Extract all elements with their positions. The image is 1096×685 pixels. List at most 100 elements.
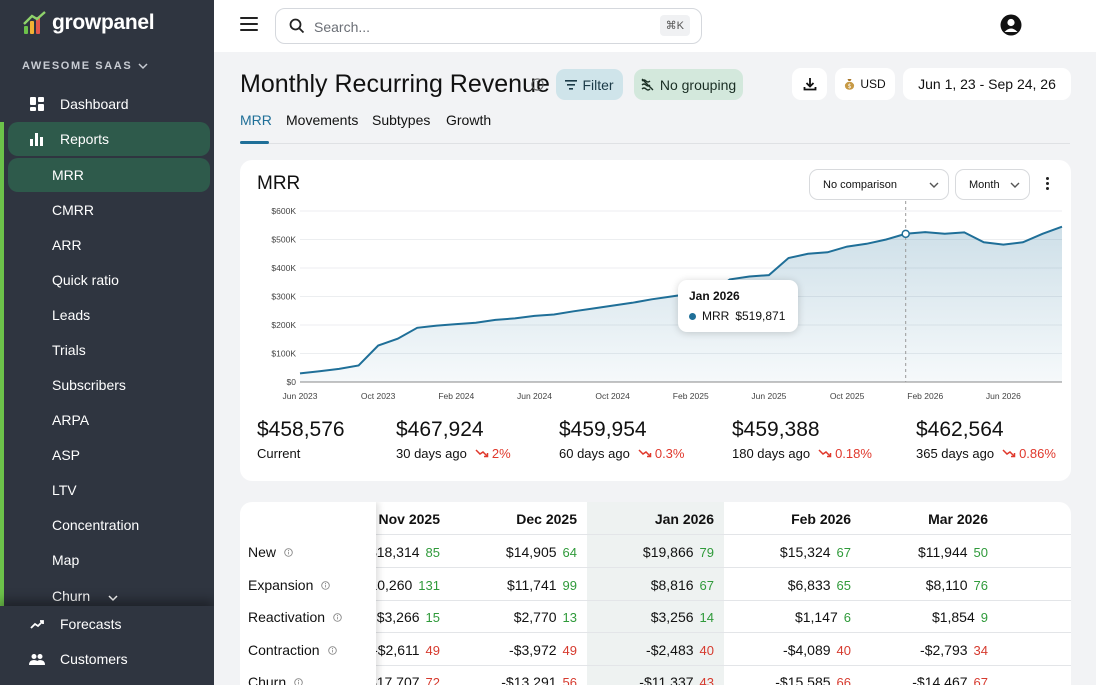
table-cell[interactable]: -$3,972 49 <box>509 642 577 658</box>
reports-section-indicator <box>0 122 4 607</box>
filter-button[interactable]: Filter <box>556 69 623 100</box>
column-header[interactable]: Mar 2026 <box>928 511 988 527</box>
sidebar-item-map[interactable]: Map <box>8 543 210 577</box>
sidebar-item-customers[interactable]: Customers <box>8 642 210 676</box>
bar-chart-icon <box>28 130 46 148</box>
more-options-icon[interactable] <box>1041 177 1053 193</box>
table-cell[interactable]: $2,770 13 <box>514 609 577 625</box>
search-input[interactable] <box>314 16 644 38</box>
grouping-button[interactable]: No grouping <box>634 69 743 100</box>
stat-value: $458,576 <box>257 418 345 441</box>
table-cell[interactable]: -$13,291 56 <box>501 674 577 685</box>
download-button[interactable] <box>792 68 827 100</box>
sidebar-item-asp[interactable]: ASP <box>8 438 210 472</box>
chevron-down-icon <box>108 595 118 602</box>
column-header[interactable]: Jan 2026 <box>654 511 714 527</box>
stat-label: 60 days ago <box>559 446 630 461</box>
brand-logo[interactable]: growpanel <box>22 10 155 36</box>
table-cell[interactable]: -$14,467 67 <box>912 674 988 685</box>
table-cell[interactable]: -$2,611 49 <box>373 642 440 658</box>
table-cell[interactable]: -$2,483 40 <box>646 642 714 658</box>
chart-title: MRR <box>257 173 301 194</box>
info-icon[interactable] <box>333 612 342 622</box>
row-label-text: Reactivation <box>248 609 326 625</box>
info-icon[interactable] <box>531 78 544 91</box>
sidebar-item-arpa[interactable]: ARPA <box>8 403 210 437</box>
tab-mrr[interactable]: MRR <box>240 112 272 128</box>
sidebar-item-forecasts[interactable]: Forecasts <box>8 607 210 641</box>
table-header <box>240 502 1071 535</box>
active-tab-indicator <box>240 141 269 144</box>
info-icon[interactable] <box>327 645 337 655</box>
table-cell[interactable]: $18,314 85 <box>369 544 440 560</box>
table-row-label: Contraction <box>248 642 337 658</box>
sidebar-item-cmrr[interactable]: CMRR <box>8 193 210 227</box>
column-header[interactable]: Dec 2025 <box>516 511 577 527</box>
table-cell[interactable]: $11,741 99 <box>507 577 577 593</box>
trend-down-icon <box>638 449 652 458</box>
column-header[interactable]: Feb 2026 <box>791 511 851 527</box>
table-cell[interactable]: $8,110 76 <box>926 577 988 593</box>
y-tick-label: $500K <box>271 235 296 245</box>
table-cell[interactable]: $3,266 15 <box>377 609 440 625</box>
sidebar-item-dashboard[interactable]: Dashboard <box>8 87 210 121</box>
sidebar-item-subscribers[interactable]: Subscribers <box>8 368 210 402</box>
sidebar-item-ltv[interactable]: LTV <box>8 473 210 507</box>
table-cell[interactable]: $8,816 67 <box>651 577 714 593</box>
table-cell[interactable]: -$11,337 43 <box>639 674 714 685</box>
cell-amount: -$2,483 <box>646 642 694 658</box>
sidebar-item-mrr[interactable]: MRR <box>8 158 210 192</box>
table-cell[interactable]: -$15,585 66 <box>775 674 851 685</box>
table-cell[interactable]: $17,707 72 <box>369 674 440 685</box>
table-cell[interactable]: $3,256 14 <box>651 609 714 625</box>
mrr-area-chart[interactable]: $0 $100K $200K $300K $400K $500K $600K Jun 202… <box>240 200 1071 405</box>
info-icon[interactable] <box>294 677 303 685</box>
cell-amount: $14,905 <box>505 544 557 560</box>
currency-button[interactable]: $ USD <box>835 68 895 100</box>
user-avatar-icon[interactable] <box>1000 14 1022 36</box>
top-bar: ⌘K <box>214 0 1096 52</box>
row-label-text: Churn <box>248 674 287 685</box>
tab-movements[interactable]: Movements <box>286 112 359 128</box>
interval-select[interactable]: Month <box>955 169 1030 200</box>
x-tick-label: Jun 2023 <box>283 391 318 401</box>
table-cell[interactable]: $11,944 50 <box>918 544 988 560</box>
sidebar-item-quick-ratio[interactable]: Quick ratio <box>8 263 210 297</box>
workspace-switcher[interactable]: AWESOME SAAS <box>22 60 148 72</box>
table-cell[interactable]: $1,854 9 <box>932 609 988 625</box>
tooltip-date: Jan 2026 <box>689 289 740 303</box>
menu-icon[interactable] <box>240 17 258 33</box>
sidebar-item-label: Trials <box>52 342 86 358</box>
table-cell[interactable]: -$2,793 34 <box>920 642 988 658</box>
cell-amount: $17,707 <box>368 674 420 685</box>
tab-subtypes[interactable]: Subtypes <box>372 112 431 128</box>
table-cell[interactable]: $15,324 67 <box>780 544 851 560</box>
table-cell[interactable]: $6,833 65 <box>788 577 851 593</box>
stat-change-value: 0.18% <box>835 446 872 461</box>
stat-180-days: $459,388 180 days ago 0.18% <box>732 418 872 461</box>
table-row-label: Reactivation <box>248 609 342 625</box>
sidebar-item-arr[interactable]: ARR <box>8 228 210 262</box>
table-cell[interactable]: $1,147 6 <box>795 609 851 625</box>
cell-amount: -$14,467 <box>912 674 968 685</box>
sidebar-item-concentration[interactable]: Concentration <box>8 508 210 542</box>
comparison-select[interactable]: No comparison <box>809 169 949 200</box>
cell-amount: $1,854 <box>931 609 975 625</box>
y-tick-label: $100K <box>271 349 296 359</box>
sidebar-footer: Forecasts Customers <box>0 606 214 685</box>
sidebar-item-label: Map <box>52 552 80 568</box>
sidebar-item-reports[interactable]: Reports <box>8 122 210 156</box>
table-cell[interactable]: $19,866 79 <box>643 544 714 560</box>
search-box[interactable]: ⌘K <box>275 8 702 44</box>
sidebar-item-trials[interactable]: Trials <box>8 333 210 367</box>
table-cell[interactable]: -$4,089 40 <box>783 642 851 658</box>
tab-growth[interactable]: Growth <box>446 112 492 128</box>
sidebar-item-churn[interactable]: Churn <box>8 579 210 613</box>
info-icon[interactable] <box>284 547 293 557</box>
sidebar-item-leads[interactable]: Leads <box>8 298 210 332</box>
column-header[interactable]: Nov 2025 <box>378 511 440 527</box>
date-range-picker[interactable]: Jun 1, 23 - Sep 24, 26 <box>903 68 1071 100</box>
dashboard-icon <box>28 95 46 113</box>
table-cell[interactable]: $14,905 64 <box>506 544 577 560</box>
info-icon[interactable] <box>321 580 331 590</box>
